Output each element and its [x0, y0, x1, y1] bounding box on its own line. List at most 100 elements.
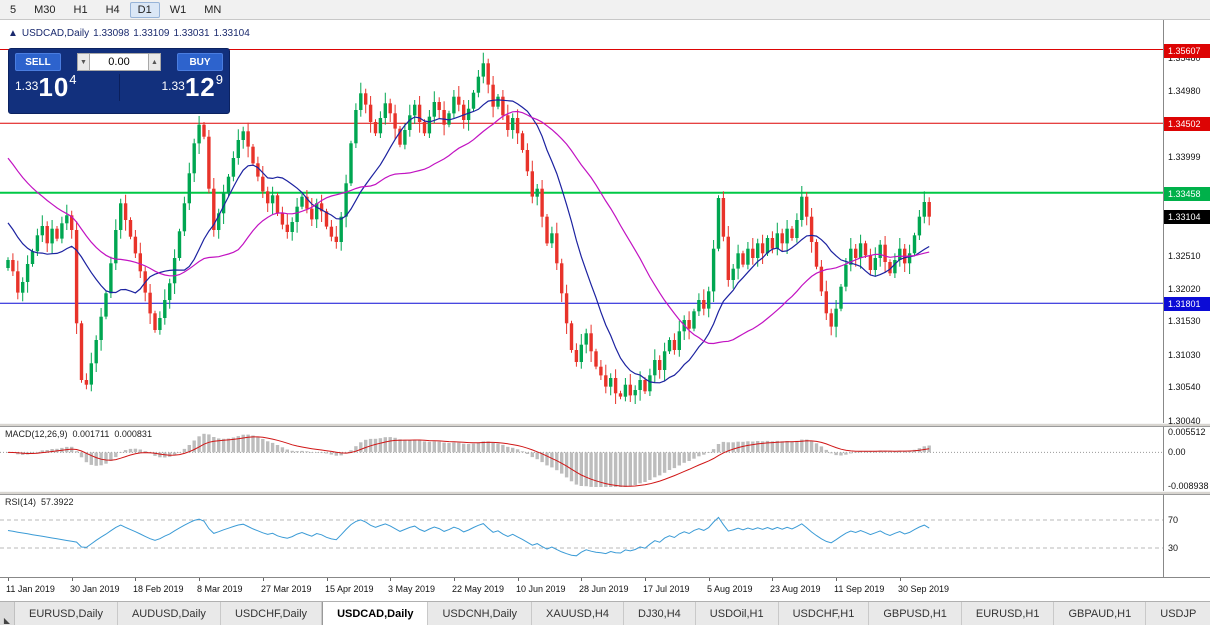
- panel-splitter[interactable]: [0, 423, 1210, 427]
- time-axis-tick: [900, 578, 901, 581]
- macd-value-2: 0.000831: [114, 429, 152, 439]
- chart-tab-usdcad-daily[interactable]: USDCAD,Daily: [322, 602, 429, 625]
- timeframe-button-w1[interactable]: W1: [169, 3, 187, 16]
- buy-price-pips: 12: [184, 72, 216, 102]
- time-axis-label: 10 Jun 2019: [516, 584, 566, 594]
- timeframe-button-m30[interactable]: M30: [34, 3, 56, 16]
- chart-tab-xauusd-h4[interactable]: XAUUSD,H4: [532, 602, 624, 625]
- time-axis-tick: [836, 578, 837, 581]
- price-axis-label: 1.30040: [1168, 416, 1201, 426]
- price-axis-label: 1.33999: [1168, 152, 1201, 162]
- timeframe-button-h4[interactable]: H4: [105, 3, 120, 16]
- resistance-price-badge: 1.35607: [1164, 44, 1210, 58]
- time-axis-label: 22 May 2019: [452, 584, 505, 594]
- ohlc-open: 1.33098: [93, 28, 130, 39]
- time-axis-label: 11 Jan 2019: [6, 584, 55, 594]
- chart-symbol-period: USDCAD,Daily: [21, 28, 90, 39]
- price-axis-label: 1.31030: [1168, 350, 1201, 360]
- time-axis-tick: [645, 578, 646, 581]
- timeframe-button-mn[interactable]: MN: [204, 3, 222, 16]
- support-price-badge: 1.31801: [1164, 297, 1210, 311]
- panel-splitter[interactable]: [0, 491, 1210, 495]
- timeframe-button-d1[interactable]: D1: [129, 1, 160, 18]
- time-axis-label: 8 Mar 2019: [197, 584, 243, 594]
- time-axis-tick: [72, 578, 73, 581]
- macd-axis-max-label: 0.005512: [1168, 427, 1206, 437]
- time-axis-label: 11 Sep 2019: [834, 584, 885, 594]
- sell-price-pips: 10: [38, 72, 70, 102]
- time-axis-label: 18 Feb 2019: [133, 584, 184, 594]
- rsi-level-label: 30: [1168, 543, 1179, 553]
- time-axis[interactable]: 11 Jan 2019 30 Jan 2019 18 Feb 2019 8 Mar 2…: [0, 577, 1210, 601]
- rsi-canvas[interactable]: [0, 495, 1163, 577]
- rsi-title: RSI(14): [5, 497, 37, 507]
- ohlc-close: 1.33104: [213, 28, 250, 39]
- buy-button[interactable]: BUY: [177, 53, 223, 71]
- time-axis-tick: [772, 578, 773, 581]
- ohlc-low: 1.33031: [173, 28, 210, 39]
- macd-indicator-panel: MACD(12,26,9) 0.001711 0.000831: [0, 427, 1163, 491]
- price-divider: [119, 74, 120, 101]
- resistance-price-badge: 1.34502: [1164, 117, 1210, 131]
- timeframe-button-h1[interactable]: H1: [73, 3, 88, 16]
- sell-price-whole: 1.33: [15, 79, 39, 93]
- timeframe-button-5[interactable]: 5: [10, 3, 17, 16]
- macd-canvas[interactable]: [0, 427, 1163, 491]
- one-click-trading-panel: SELL ▼ ▲ BUY 1.33104 1.33129: [8, 48, 230, 114]
- chart-tab-bar: ◣ EURUSD,Daily AUDUSD,Daily USDCHF,Daily USD…: [0, 601, 1210, 625]
- chart-tab-usdchf-daily[interactable]: USDCHF,Daily: [221, 602, 323, 625]
- chart-tab-usdoil-h1[interactable]: USDOil,H1: [696, 602, 779, 625]
- chart-tab-gbpaud-h1[interactable]: GBPAUD,H1: [1054, 602, 1147, 625]
- macd-header: MACD(12,26,9) 0.001711 0.000831: [5, 429, 157, 439]
- chart-tab-gbpusd-h1[interactable]: GBPUSD,H1: [869, 602, 962, 625]
- price-axis-label: 1.32510: [1168, 251, 1201, 261]
- macd-value-1: 0.001711: [72, 429, 110, 439]
- chart-tab-eurusd-daily[interactable]: EURUSD,Daily: [15, 602, 118, 625]
- rsi-header: RSI(14) 57.3922: [5, 497, 79, 507]
- chart-tab-eurusd-h1[interactable]: EURUSD,H1: [962, 602, 1055, 625]
- chart-tab-audusd-daily[interactable]: AUDUSD,Daily: [118, 602, 221, 625]
- time-axis-tick: [581, 578, 582, 581]
- time-axis-tick: [263, 578, 264, 581]
- chart-ohlc-header: ▲ USDCAD,Daily 1.33098 1.33109 1.33031 1.3310…: [8, 28, 254, 39]
- sell-price-point: 4: [69, 72, 77, 87]
- rsi-level-label: 70: [1168, 515, 1179, 525]
- chart-area: ▲ USDCAD,Daily 1.33098 1.33109 1.33031 1.3310…: [0, 20, 1210, 601]
- timeframe-toolbar: 5 M30 H1 H4 D1 W1 MN: [0, 0, 1210, 20]
- volume-stepper: ▼ ▲: [77, 53, 161, 71]
- time-axis-tick: [518, 578, 519, 581]
- buy-price-whole: 1.33: [161, 79, 185, 93]
- rsi-indicator-panel: RSI(14) 57.3922: [0, 495, 1163, 577]
- chart-tab-usdchf-h1[interactable]: USDCHF,H1: [779, 602, 870, 625]
- time-axis-tick: [8, 578, 9, 581]
- volume-decrease-button[interactable]: ▼: [77, 53, 90, 71]
- time-axis-tick: [454, 578, 455, 581]
- time-axis-tick: [709, 578, 710, 581]
- buy-price-point: 9: [215, 72, 223, 87]
- time-axis-label: 30 Jan 2019: [70, 584, 120, 594]
- price-axis-label: 1.35480: [1168, 53, 1201, 63]
- current-price-badge: 1.33104: [1164, 210, 1210, 224]
- ohlc-high: 1.33109: [133, 28, 170, 39]
- chart-tab-dj30-h4[interactable]: DJ30,H4: [624, 602, 696, 625]
- price-axis-label: 1.32020: [1168, 284, 1201, 294]
- macd-axis-min-label: -0.008938: [1168, 481, 1209, 491]
- sell-price: 1.33104: [15, 72, 77, 103]
- chart-tab-usdcnh-daily[interactable]: USDCNH,Daily: [428, 602, 533, 625]
- chart-collapse-icon[interactable]: ▲: [8, 28, 18, 39]
- main-chart-canvas[interactable]: [0, 20, 1163, 423]
- time-axis-label: 28 Jun 2019: [579, 584, 629, 594]
- volume-increase-button[interactable]: ▲: [148, 53, 161, 71]
- sell-button[interactable]: SELL: [15, 53, 61, 71]
- chart-tab-usdjp[interactable]: USDJP: [1146, 602, 1210, 625]
- support-price-badge: 1.33458: [1164, 187, 1210, 201]
- price-axis-label: 1.34980: [1168, 86, 1201, 96]
- buy-price: 1.33129: [161, 72, 223, 103]
- time-axis-label: 3 May 2019: [388, 584, 436, 594]
- time-axis-label: 17 Jul 2019: [643, 584, 690, 594]
- volume-input[interactable]: [90, 53, 148, 71]
- tab-scroll-icon[interactable]: ◣: [0, 602, 15, 625]
- price-axis-label: 1.31530: [1168, 316, 1201, 326]
- time-axis-label: 15 Apr 2019: [325, 584, 374, 594]
